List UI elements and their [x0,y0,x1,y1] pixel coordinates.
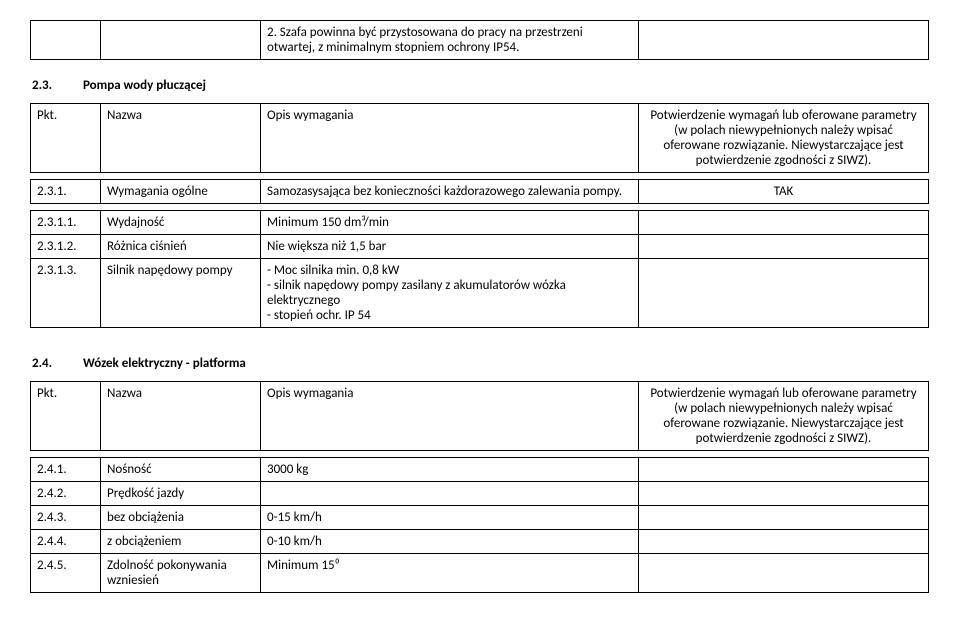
cell-opis: - Moc silnika min. 0,8 kW - silnik napęd… [261,259,639,328]
top-cell-opis: 2. Szafa powinna być przystosowana do pr… [261,21,639,60]
top-cell-conf [639,21,929,60]
cell-pkt: 2.4.1. [31,458,101,482]
cell-nazwa: bez obciążenia [101,506,261,530]
cell-conf [639,458,929,482]
cell-conf [639,554,929,593]
hdr-nazwa: Nazwa [101,104,261,173]
top-fragment-table: 2. Szafa powinna być przystosowana do pr… [30,20,929,60]
section-24-title: Wózek elektryczny - platforma [83,356,246,371]
cell-opis: 3000 kg [261,458,639,482]
hdr-opis: Opis wymagania [261,104,639,173]
hdr24-pkt: Pkt. [31,382,101,451]
cell-nazwa: Nośność [101,458,261,482]
hdr24-conf: Potwierdzenie wymagań lub oferowane para… [639,382,929,451]
cell-conf [639,259,929,328]
top-row: 2. Szafa powinna być przystosowana do pr… [31,21,929,60]
cell-231-opis: Samozasysająca bez konieczności każdoraz… [261,180,639,204]
section-23-num: 2.3. [32,78,80,93]
cell-pkt: 2.4.3. [31,506,101,530]
table-24: 2.4.1.Nośność3000 kg2.4.2.Prędkość jazdy… [30,457,929,593]
top-cell-nazwa [101,21,261,60]
hdr24-conf-line2: (w polach niewypełnionych należy wpisać … [645,401,922,446]
cell-pkt: 2.4.4. [31,530,101,554]
cell-nazwa: z obciążeniem [101,530,261,554]
cell-nazwa: Różnica ciśnień [101,235,261,259]
table-231x: 2.3.1.1.WydajnośćMinimum 150 dm³/min2.3.… [30,210,929,328]
hdr-conf: Potwierdzenie wymagań lub oferowane para… [639,104,929,173]
section-23-title: Pompa wody płuczącej [83,78,206,93]
hdr-conf-line2: (w polach niewypełnionych należy wpisać … [645,123,922,168]
cell-pkt: 2.4.5. [31,554,101,593]
cell-conf [639,235,929,259]
cell-opis: 0-15 km/h [261,506,639,530]
cell-conf [639,530,929,554]
cell-opis: Nie większa niż 1,5 bar [261,235,639,259]
cell-pkt: 2.3.1.3. [31,259,101,328]
section-23-heading: 2.3. Pompa wody płuczącej [32,78,929,93]
cell-pkt: 2.3.1.2. [31,235,101,259]
cell-pkt: 2.3.1.1. [31,211,101,235]
hdr-pkt: Pkt. [31,104,101,173]
cell-conf [639,506,929,530]
table-24-header: Pkt. Nazwa Opis wymagania Potwierdzenie … [30,381,929,451]
cell-opis: Minimum 150 dm³/min [261,211,639,235]
cell-nazwa: Prędkość jazdy [101,482,261,506]
cell-nazwa: Silnik napędowy pompy [101,259,261,328]
section-24-num: 2.4. [32,356,80,371]
cell-nazwa: Zdolność pokonywania wzniesień [101,554,261,593]
table-231: 2.3.1. Wymagania ogólne Samozasysająca b… [30,179,929,204]
table-23-header: Pkt. Nazwa Opis wymagania Potwierdzenie … [30,103,929,173]
cell-opis: Minimum 15⁰ [261,554,639,593]
table-row: 2.3.1.2.Różnica ciśnieńNie większa niż 1… [31,235,929,259]
cell-231-nazwa: Wymagania ogólne [101,180,261,204]
row-231: 2.3.1. Wymagania ogólne Samozasysająca b… [31,180,929,204]
cell-opis: 0-10 km/h [261,530,639,554]
cell-231-pkt: 2.3.1. [31,180,101,204]
table-row: 2.3.1.1.WydajnośćMinimum 150 dm³/min [31,211,929,235]
hdr24-conf-line1: Potwierdzenie wymagań lub oferowane para… [645,386,922,401]
table-row: 2.4.5.Zdolność pokonywania wzniesieńMini… [31,554,929,593]
cell-conf [639,482,929,506]
cell-conf [639,211,929,235]
cell-pkt: 2.4.2. [31,482,101,506]
table-24-header-row: Pkt. Nazwa Opis wymagania Potwierdzenie … [31,382,929,451]
top-cell-pkt [31,21,101,60]
table-row: 2.4.2.Prędkość jazdy [31,482,929,506]
cell-231-conf: TAK [639,180,929,204]
cell-nazwa: Wydajność [101,211,261,235]
table-row: 2.4.3.bez obciążenia0-15 km/h [31,506,929,530]
cell-opis [261,482,639,506]
table-row: 2.4.1.Nośność3000 kg [31,458,929,482]
hdr24-nazwa: Nazwa [101,382,261,451]
hdr24-opis: Opis wymagania [261,382,639,451]
section-24-heading: 2.4. Wózek elektryczny - platforma [32,356,929,371]
hdr-conf-line1: Potwierdzenie wymagań lub oferowane para… [645,108,922,123]
table-row: 2.3.1.3.Silnik napędowy pompy- Moc silni… [31,259,929,328]
table-row: 2.4.4.z obciążeniem0-10 km/h [31,530,929,554]
table-23-header-row: Pkt. Nazwa Opis wymagania Potwierdzenie … [31,104,929,173]
